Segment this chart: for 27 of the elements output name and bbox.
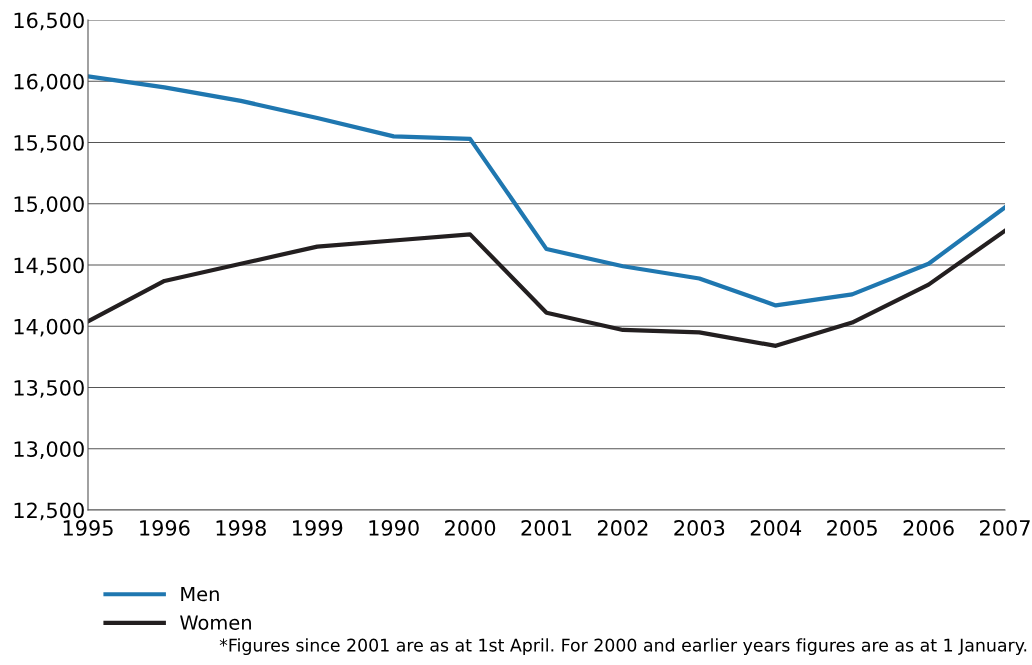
x-tick-label: 2003 bbox=[674, 520, 725, 536]
x-tick-label: 2000 bbox=[445, 520, 496, 536]
x-tick-label: 2006 bbox=[903, 520, 954, 536]
x-tick-label: 2004 bbox=[750, 520, 802, 536]
text: *Figures since 2001 are as at 1st April. For 2000 and earlier years figures are as at 1 January. bbox=[219, 638, 1027, 656]
y-tick-label: 12,500 bbox=[14, 502, 84, 521]
line-series bbox=[88, 74, 1005, 308]
y-tick-label: 13,500 bbox=[14, 379, 84, 398]
y-tick-label: 15,000 bbox=[14, 196, 84, 215]
x-tick-label: 1999 bbox=[293, 520, 343, 536]
y-tick-label: 16,000 bbox=[14, 73, 84, 92]
y-tick-label: 14,500 bbox=[14, 257, 84, 276]
y-tick-label: 16,500 bbox=[14, 12, 84, 31]
x-tick-label: 1995 bbox=[63, 520, 113, 536]
legend-label: Men bbox=[181, 586, 219, 602]
x-tick-label: 2007 bbox=[980, 520, 1030, 536]
x-tick-label: 2001 bbox=[521, 520, 572, 536]
x-tick-label: 1990 bbox=[369, 520, 419, 536]
y-tick-label: 15,500 bbox=[14, 134, 84, 153]
legend-label: Women bbox=[180, 615, 251, 630]
x-tick-label: 2005 bbox=[827, 520, 877, 536]
x-tick-label: 1998 bbox=[216, 520, 266, 536]
x-tick-label: 1996 bbox=[140, 520, 190, 536]
y-tick-label: 14,000 bbox=[14, 318, 84, 337]
x-tick-label: 2002 bbox=[597, 520, 648, 536]
y-tick-label: 13,000 bbox=[14, 441, 84, 460]
line-series bbox=[88, 228, 1005, 348]
